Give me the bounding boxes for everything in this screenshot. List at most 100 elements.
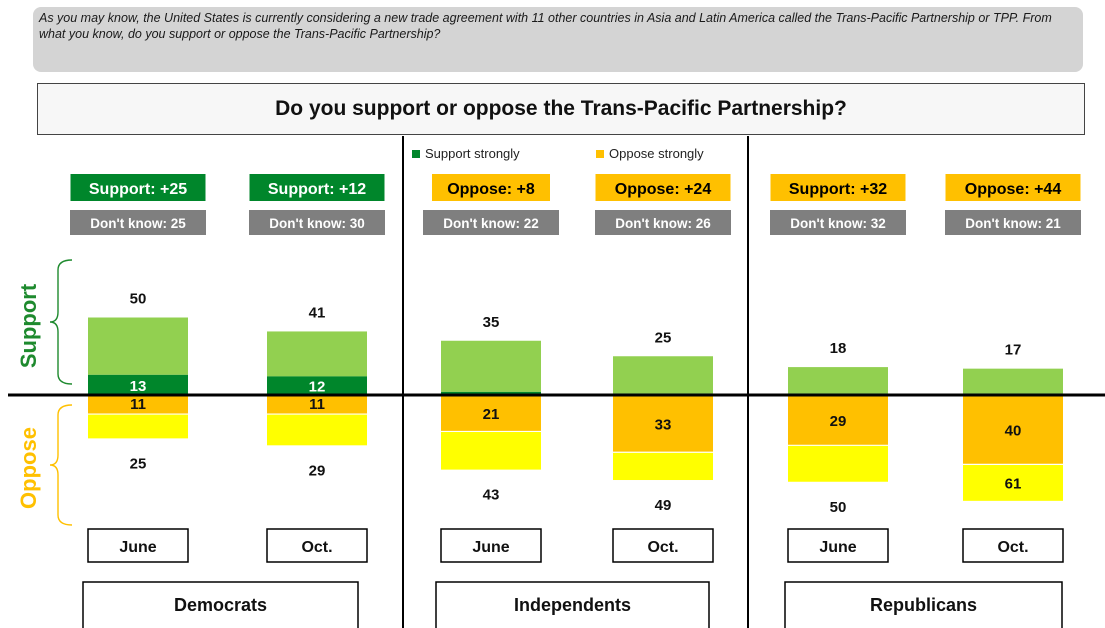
oppose-strongly-bar xyxy=(441,395,541,432)
dont-know-label: Don't know: 21 xyxy=(965,216,1061,231)
dont-know-badge xyxy=(70,210,206,235)
legend: Support strongly Oppose strongly xyxy=(412,146,704,161)
data-label: 43 xyxy=(483,487,500,504)
oppose-strongly-bar xyxy=(88,395,188,415)
support-bar xyxy=(613,356,713,394)
data-label: 13 xyxy=(130,378,147,395)
oppose-bar xyxy=(613,452,713,481)
data-label: 18 xyxy=(830,340,847,357)
dont-know-label: Don't know: 22 xyxy=(443,216,538,231)
dont-know-badge xyxy=(945,210,1081,235)
data-label: 33 xyxy=(655,417,672,434)
oppose-strongly-bar xyxy=(788,395,888,446)
net-badge xyxy=(70,174,206,201)
net-badge-label: Support: +32 xyxy=(789,181,887,198)
support-bar xyxy=(267,331,367,377)
net-badge xyxy=(595,174,731,201)
net-badge xyxy=(770,174,906,201)
net-badge-label: Support: +12 xyxy=(268,181,366,198)
support-strongly-bar xyxy=(88,374,188,395)
legend-swatch xyxy=(412,150,420,158)
net-badge-label: Oppose: +8 xyxy=(447,181,535,198)
data-label: 49 xyxy=(655,497,672,514)
period-box xyxy=(787,528,889,563)
oppose-brace xyxy=(49,404,73,526)
group-labels: Democrats Independents Republicans xyxy=(82,581,1063,628)
oppose-bar xyxy=(788,445,888,482)
group-box xyxy=(82,581,359,628)
period-box xyxy=(266,528,368,563)
period-box xyxy=(440,528,542,563)
support-brace xyxy=(49,259,73,385)
oppose-bar xyxy=(267,414,367,446)
net-badge xyxy=(432,174,550,201)
data-label: 12 xyxy=(309,379,326,396)
data-label: 35 xyxy=(483,314,500,331)
dont-know-badge xyxy=(249,210,385,235)
data-label: 29 xyxy=(309,462,326,479)
net-badge-label: Oppose: +24 xyxy=(615,181,712,198)
group-label: Independents xyxy=(514,595,631,615)
net-badge-label: Support: +25 xyxy=(89,181,187,198)
legend-label: Support strongly xyxy=(425,146,520,161)
side-labels: Support Oppose xyxy=(16,259,73,526)
data-label: 11 xyxy=(130,396,146,413)
support-bar xyxy=(88,317,188,375)
data-label: 29 xyxy=(830,413,847,430)
dont-know-label: Don't know: 25 xyxy=(90,216,186,231)
group-box xyxy=(435,581,710,628)
data-label: 40 xyxy=(1005,423,1022,440)
group-box xyxy=(784,581,1063,628)
group-label: Republicans xyxy=(870,595,977,615)
oppose-strongly-bar xyxy=(613,395,713,453)
data-label: 25 xyxy=(130,455,147,472)
group-label: Democrats xyxy=(174,595,267,615)
dont-know-label: Don't know: 26 xyxy=(615,216,711,231)
period-labels: June Oct. June Oct. June Oct. xyxy=(87,528,1064,563)
data-label: 17 xyxy=(1005,342,1022,359)
net-badges: Support: +25 Don't know: 25 Support: +12 Do… xyxy=(70,174,1081,235)
period-label: Oct. xyxy=(997,539,1028,556)
data-label: 21 xyxy=(483,406,500,423)
support-strongly-bar xyxy=(441,391,541,395)
period-label: June xyxy=(472,539,509,556)
support-bar xyxy=(963,368,1063,394)
period-label: Oct. xyxy=(647,539,678,556)
oppose-strongly-bar xyxy=(267,395,367,415)
support-axis-label: Support xyxy=(16,283,41,368)
chart-title: Do you support or oppose the Trans-Pacif… xyxy=(37,83,1085,135)
period-box xyxy=(87,528,189,563)
support-strongly-bar xyxy=(267,376,367,395)
dont-know-badge xyxy=(595,210,731,235)
support-bar xyxy=(788,367,888,394)
dont-know-badge xyxy=(770,210,906,235)
data-label: 50 xyxy=(830,499,847,516)
dont-know-label: Don't know: 30 xyxy=(269,216,364,231)
group-dividers xyxy=(402,136,749,628)
bars xyxy=(88,317,1063,501)
legend-swatch xyxy=(596,150,604,158)
data-label: 25 xyxy=(655,329,672,346)
dont-know-label: Don't know: 32 xyxy=(790,216,885,231)
period-box xyxy=(612,528,714,563)
oppose-axis-label: Oppose xyxy=(16,427,41,509)
net-badge xyxy=(945,174,1081,201)
net-badge xyxy=(249,174,385,201)
oppose-strongly-bar xyxy=(963,395,1063,465)
data-label: 11 xyxy=(309,396,325,413)
period-label: Oct. xyxy=(301,539,332,556)
period-label: June xyxy=(119,539,156,556)
legend-label: Oppose strongly xyxy=(609,146,704,161)
question-text: As you may know, the United States is cu… xyxy=(33,7,1083,72)
dont-know-badge xyxy=(423,210,559,235)
data-label: 61 xyxy=(1005,476,1022,493)
data-label: 50 xyxy=(130,291,147,308)
period-label: June xyxy=(819,539,856,556)
period-box xyxy=(962,528,1064,563)
data-label: 41 xyxy=(309,304,326,321)
support-bar xyxy=(441,340,541,392)
oppose-bar xyxy=(963,464,1063,501)
oppose-bar xyxy=(88,414,188,439)
